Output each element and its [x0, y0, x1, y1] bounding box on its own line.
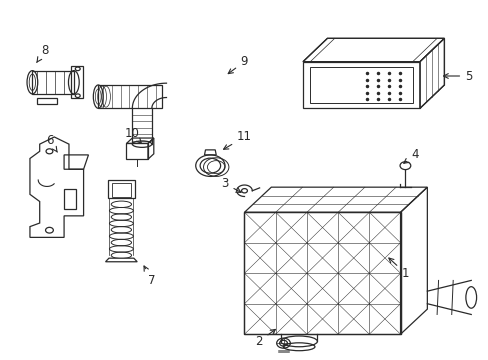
Text: 6: 6 [45, 134, 57, 152]
Text: 10: 10 [124, 127, 141, 143]
Polygon shape [419, 39, 444, 108]
Text: 9: 9 [228, 55, 248, 74]
Polygon shape [105, 258, 137, 262]
Polygon shape [32, 71, 74, 94]
Text: 7: 7 [144, 266, 155, 287]
Polygon shape [30, 137, 83, 237]
Text: 11: 11 [223, 130, 251, 149]
Text: 2: 2 [255, 329, 275, 348]
Text: 8: 8 [37, 44, 48, 63]
Polygon shape [244, 212, 400, 334]
Text: 3: 3 [221, 177, 241, 192]
Polygon shape [303, 62, 419, 108]
Polygon shape [303, 39, 444, 62]
Text: 5: 5 [443, 69, 471, 82]
Text: 1: 1 [388, 258, 408, 280]
Polygon shape [108, 180, 135, 198]
Polygon shape [98, 85, 161, 108]
Text: 4: 4 [403, 148, 418, 163]
